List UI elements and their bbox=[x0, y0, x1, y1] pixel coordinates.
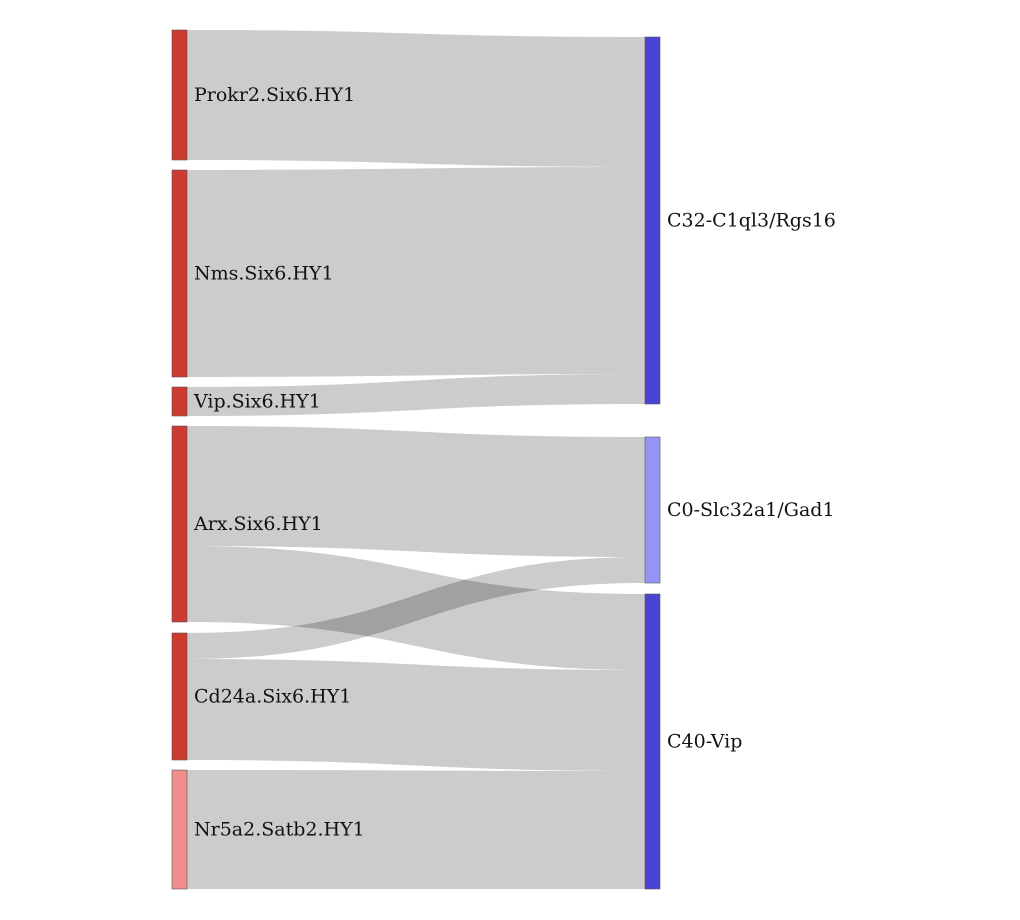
node-label-nms: Nms.Six6.HY1 bbox=[194, 263, 334, 285]
node-label-arx: Arx.Six6.HY1 bbox=[193, 513, 323, 535]
node-label-c0: C0-Slc32a1/Gad1 bbox=[667, 499, 835, 521]
node-label-prokr2: Prokr2.Six6.HY1 bbox=[194, 84, 355, 106]
link-vip-to-c32 bbox=[187, 374, 645, 416]
link-prokr2-to-c32 bbox=[187, 30, 645, 167]
node-c40 bbox=[644, 593, 661, 890]
node-prokr2 bbox=[171, 29, 188, 161]
node-vip bbox=[171, 386, 188, 417]
link-cd24a-to-c40 bbox=[187, 659, 645, 771]
node-label-cd24a: Cd24a.Six6.HY1 bbox=[194, 686, 351, 708]
node-c32 bbox=[644, 36, 661, 405]
node-c0 bbox=[644, 436, 661, 584]
link-arx-to-c0 bbox=[187, 426, 645, 557]
node-label-c32: C32-C1ql3/Rgs16 bbox=[667, 210, 836, 232]
node-cd24a bbox=[171, 632, 188, 761]
links-layer bbox=[187, 30, 645, 889]
node-label-nr5a2: Nr5a2.Satb2.HY1 bbox=[194, 819, 365, 841]
nodes-layer bbox=[171, 29, 661, 890]
link-nr5a2-to-c40 bbox=[187, 770, 645, 889]
node-label-vip: Vip.Six6.HY1 bbox=[193, 391, 321, 413]
node-nr5a2 bbox=[171, 769, 188, 890]
node-nms bbox=[171, 169, 188, 378]
node-label-c40: C40-Vip bbox=[667, 731, 742, 753]
node-arx bbox=[171, 425, 188, 623]
link-nms-to-c32 bbox=[187, 167, 645, 377]
labels-layer: Prokr2.Six6.HY1 Nms.Six6.HY1 Vip.Six6.HY1 A… bbox=[193, 84, 836, 841]
